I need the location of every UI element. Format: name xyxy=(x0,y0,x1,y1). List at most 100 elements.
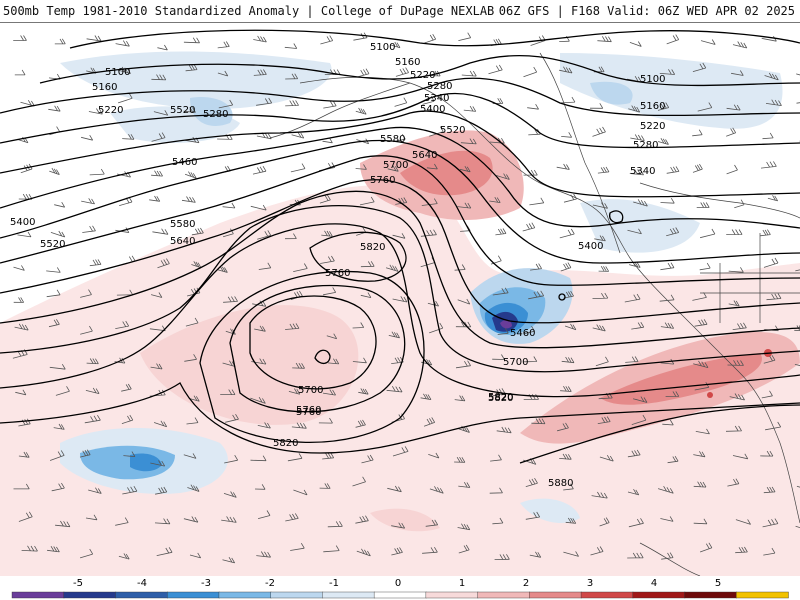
wind-barb xyxy=(318,417,333,424)
wind-barb xyxy=(559,228,575,239)
wind-barb xyxy=(385,264,399,272)
wind-barb xyxy=(496,173,510,180)
wind-barb xyxy=(523,325,535,335)
wind-barb xyxy=(529,197,545,206)
wind-barb xyxy=(54,38,66,45)
contour-label: 5520 xyxy=(440,125,465,136)
contour-label: 5760 xyxy=(296,405,321,416)
wind-barb xyxy=(319,194,331,204)
wind-barb xyxy=(657,102,670,111)
wind-barb xyxy=(735,519,751,525)
wind-barb xyxy=(221,516,237,523)
wind-barb xyxy=(762,132,774,140)
wind-barb xyxy=(767,195,779,202)
wind-barb xyxy=(118,553,130,560)
wind-barb xyxy=(660,262,675,271)
wind-barb xyxy=(629,169,644,176)
wind-barb xyxy=(492,354,505,360)
wind-barb xyxy=(659,294,675,302)
wind-barb xyxy=(185,64,198,72)
wind-barb xyxy=(115,517,129,526)
wind-barb xyxy=(285,323,300,330)
wind-barb xyxy=(424,33,437,44)
wind-barb xyxy=(355,164,367,170)
contour-label: 5640 xyxy=(170,236,195,247)
wind-barb xyxy=(150,460,166,467)
wind-barb xyxy=(257,510,271,519)
wind-barb xyxy=(85,387,100,394)
wind-barb xyxy=(693,360,709,368)
wind-barb xyxy=(88,108,103,115)
wind-barb xyxy=(531,418,546,425)
wind-barb xyxy=(461,70,477,77)
wind-barb xyxy=(597,36,612,43)
wind-barb xyxy=(48,319,60,328)
wind-barb xyxy=(150,363,163,370)
wind-barb xyxy=(597,166,610,174)
contour-label: 5820 xyxy=(488,392,513,403)
wind-barb xyxy=(630,134,645,141)
wind-barb xyxy=(89,259,102,267)
wind-barb xyxy=(152,228,169,235)
wind-barb xyxy=(694,319,708,327)
wind-barb xyxy=(121,383,132,392)
wind-barb xyxy=(358,388,369,395)
wind-barb xyxy=(150,292,163,298)
wind-barb xyxy=(699,542,713,553)
wind-barb xyxy=(425,519,439,527)
wind-barb xyxy=(527,103,539,110)
wind-barb xyxy=(523,66,538,78)
wind-barb xyxy=(697,102,713,112)
wind-barb xyxy=(729,393,745,401)
wind-barb xyxy=(726,127,737,137)
wind-barb xyxy=(591,491,608,499)
wind-barb xyxy=(421,358,433,366)
wind-barb xyxy=(632,396,648,403)
colorbar-swatch xyxy=(632,591,686,599)
wind-barb xyxy=(693,518,708,525)
wind-barb xyxy=(355,107,367,115)
wind-barb xyxy=(222,202,236,209)
wind-barb xyxy=(556,163,570,170)
wind-barb xyxy=(764,72,779,81)
wind-barb xyxy=(151,74,167,81)
wind-barb xyxy=(660,516,674,522)
contour-label: 5880 xyxy=(548,478,573,489)
wind-barb xyxy=(594,235,606,242)
wind-barb xyxy=(525,511,541,520)
wind-barb xyxy=(763,486,776,494)
wind-barb xyxy=(184,354,197,362)
wind-barb xyxy=(287,453,303,462)
wind-barb xyxy=(728,267,744,273)
wind-barb xyxy=(726,104,741,111)
wind-barb xyxy=(560,96,576,104)
wind-barb xyxy=(760,161,777,169)
wind-barb xyxy=(628,105,641,113)
wind-barb xyxy=(692,163,703,173)
wind-barb xyxy=(765,421,782,431)
colorbar-tick-label: 2 xyxy=(523,578,529,589)
wind-barb xyxy=(659,69,676,75)
wind-barb xyxy=(320,255,335,264)
contour-label: 5220 xyxy=(98,105,123,116)
wind-barb xyxy=(391,356,404,364)
wind-barb xyxy=(428,452,440,459)
wind-barb xyxy=(796,73,800,76)
wind-barb xyxy=(291,422,307,429)
wind-barb xyxy=(187,484,200,492)
wind-barb xyxy=(727,360,744,366)
wind-barb xyxy=(222,228,234,238)
wind-barb xyxy=(463,105,477,112)
wind-barb xyxy=(183,37,200,44)
wind-barb xyxy=(667,455,679,464)
wind-barb xyxy=(490,255,502,265)
wind-barb xyxy=(288,388,301,395)
wind-barb xyxy=(186,417,199,425)
wind-barb xyxy=(359,196,375,206)
wind-barb xyxy=(293,263,308,272)
wind-barb xyxy=(457,202,472,209)
wind-barb xyxy=(561,132,573,138)
wind-barb xyxy=(666,34,680,45)
wind-barb xyxy=(557,422,569,432)
wind-barb xyxy=(522,222,536,232)
